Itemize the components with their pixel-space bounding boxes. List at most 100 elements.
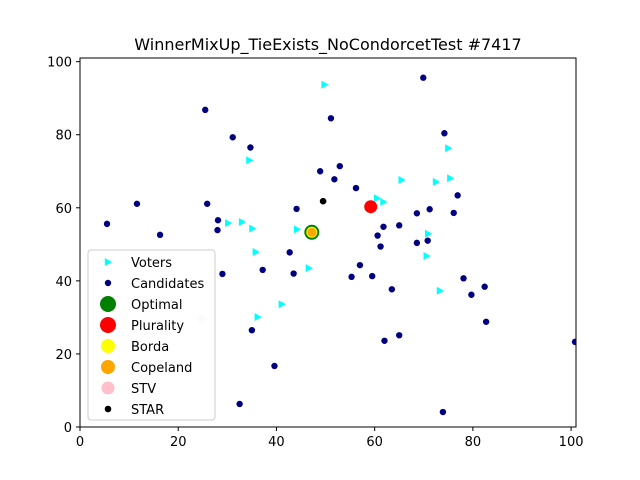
voters-marker <box>380 197 388 206</box>
candidates-marker <box>424 237 431 244</box>
candidates-marker <box>388 286 396 293</box>
legend-label-star: STAR <box>131 403 164 418</box>
candidates-point <box>380 223 387 230</box>
legend-copeland-point <box>101 360 115 374</box>
candidates-marker <box>396 332 403 339</box>
candidates-point <box>229 134 236 141</box>
candidates-marker <box>336 162 343 170</box>
voters-point <box>293 225 302 234</box>
copeland-marker <box>307 227 317 237</box>
legend-voters-point <box>104 258 112 266</box>
candidates-marker <box>368 272 376 280</box>
candidates-marker <box>413 239 421 247</box>
legend-label-stv: STV <box>131 382 156 397</box>
candidates-marker <box>441 130 448 137</box>
x-tick-label: 60 <box>366 435 383 450</box>
voters-point <box>305 264 313 273</box>
candidates-point <box>413 239 421 247</box>
candidates-point <box>482 318 490 325</box>
legend-borda-point <box>101 339 115 353</box>
voters-marker <box>238 218 247 227</box>
candidates-point <box>202 106 209 114</box>
y-tick-label: 60 <box>55 202 72 217</box>
legend-candidates-point <box>104 279 112 287</box>
candidates-point <box>214 217 222 224</box>
voters-marker <box>246 156 254 165</box>
voters-marker <box>321 80 329 89</box>
candidates-point <box>388 286 396 293</box>
voters-marker <box>373 194 382 203</box>
voters-point <box>373 194 382 203</box>
candidates-marker <box>248 326 256 334</box>
voters-marker <box>252 247 260 256</box>
candidates-point <box>247 144 254 151</box>
legend-entry-star: STAR <box>104 403 164 418</box>
candidates-marker <box>420 74 427 81</box>
candidates-marker <box>413 210 421 217</box>
candidates-marker <box>396 222 403 229</box>
voters-point <box>398 176 406 185</box>
candidates-point <box>439 408 447 416</box>
candidates-point <box>271 362 278 370</box>
candidates-marker <box>356 261 364 269</box>
voters-marker <box>436 286 444 295</box>
x-tick-label: 80 <box>465 435 482 450</box>
voters-point <box>380 197 388 206</box>
legend: Voters Candidates Optimal Plurality Borda Cop… <box>87 249 216 421</box>
candidates-marker <box>247 144 254 151</box>
candidates-point <box>396 222 403 229</box>
candidates-point <box>356 261 364 269</box>
y-tick-label: 20 <box>55 348 72 363</box>
voters-marker <box>432 177 441 186</box>
candidates-point <box>203 200 211 207</box>
legend-label-optimal: Optimal <box>131 298 182 313</box>
legend-label-copeland: Copeland <box>131 361 192 376</box>
legend-entry-voters: Voters <box>104 256 172 271</box>
chart-title: WinnerMixUp_TieExists_NoCondorcetTest #7… <box>134 35 521 55</box>
candidates-point <box>441 130 448 137</box>
candidates-marker <box>229 134 236 141</box>
legend-entry-copeland: Copeland <box>101 360 192 376</box>
candidates-marker <box>482 318 490 325</box>
legend-entry-stv: STV <box>101 381 156 397</box>
candidates-point <box>424 237 431 244</box>
candidates-point <box>381 337 388 344</box>
candidates-marker <box>481 283 488 290</box>
candidates-marker <box>374 232 381 239</box>
voters-point <box>423 252 431 261</box>
candidates-marker <box>271 362 278 370</box>
candidates-marker <box>426 206 433 213</box>
candidates-point <box>413 210 421 217</box>
plurality-point <box>364 200 378 214</box>
candidates-point <box>348 273 355 281</box>
voters-point <box>252 247 260 256</box>
voters-point <box>278 300 286 309</box>
candidates-marker <box>202 106 209 114</box>
candidates-point <box>481 283 488 290</box>
legend-box <box>87 249 216 421</box>
candidates-marker <box>460 275 467 282</box>
candidates-marker <box>316 168 324 175</box>
candidates-marker <box>450 209 457 217</box>
candidates-point <box>293 205 300 213</box>
voters-marker <box>278 300 286 309</box>
candidates-point <box>214 226 221 234</box>
candidates-marker <box>286 249 293 256</box>
star-point <box>319 197 327 205</box>
candidates-marker <box>327 115 335 122</box>
plot-area <box>79 57 577 428</box>
candidates-marker <box>293 205 300 213</box>
candidates-point <box>352 184 360 192</box>
legend-label-plurality: Plurality <box>131 319 184 334</box>
candidates-point <box>571 338 576 346</box>
data-points <box>103 74 576 416</box>
x-tick-label: 40 <box>268 435 285 450</box>
candidates-marker <box>348 273 355 281</box>
legend-optimal-point <box>100 296 116 312</box>
voters-marker <box>249 224 257 233</box>
legend-label-voters: Voters <box>131 256 172 271</box>
candidates-point <box>377 243 384 250</box>
candidates-point <box>156 231 164 239</box>
star-marker <box>319 197 327 205</box>
